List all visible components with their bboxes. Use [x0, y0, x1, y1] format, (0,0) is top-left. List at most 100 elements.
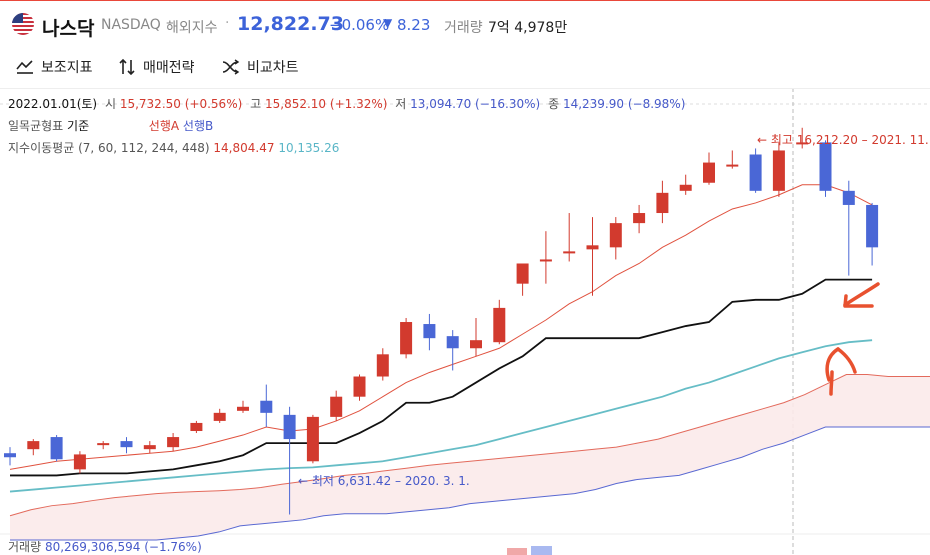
- candle-body: [446, 336, 459, 349]
- candles[interactable]: [4, 127, 879, 515]
- volume-bar: [507, 548, 527, 555]
- candle-body: [283, 414, 296, 440]
- user-annotations: [507, 282, 880, 555]
- candle-body: [237, 406, 249, 411]
- candle[interactable]: [749, 148, 762, 193]
- arrow-annotation-icon: [836, 347, 857, 374]
- compare-button[interactable]: 비교차트: [222, 57, 299, 77]
- candle[interactable]: [330, 390, 343, 421]
- header: 나스닥 NASDAQ 해외지수 · 12,822.73 −0.06% ▼ 8.2…: [0, 0, 930, 48]
- candle-body: [586, 245, 599, 250]
- candle[interactable]: [703, 152, 715, 185]
- candle[interactable]: [73, 451, 86, 474]
- candle-body: [470, 340, 482, 349]
- span-a-line: [9, 373, 930, 517]
- candle-body: [167, 437, 180, 448]
- ma-value-1: 14,804.47: [213, 141, 275, 155]
- close-value: 14,239.90: [562, 97, 625, 111]
- strategy-button[interactable]: 매매전략: [118, 57, 195, 77]
- candle[interactable]: [4, 447, 16, 466]
- ma-long-line: [9, 339, 873, 493]
- volume-legend: 거래량 80,269,306,594 (−1.76%): [8, 538, 202, 555]
- base-line: [10, 278, 873, 477]
- chart-toolbar: 보조지표 매매전략 비교차트: [0, 48, 930, 89]
- candle[interactable]: [563, 213, 576, 262]
- candle[interactable]: [143, 441, 156, 454]
- candle[interactable]: [609, 217, 622, 260]
- ichimoku-span-a-label: 선행A: [148, 119, 180, 133]
- low-label: 저: [395, 97, 407, 111]
- candle[interactable]: [470, 317, 482, 357]
- candle[interactable]: [27, 439, 40, 456]
- compare-label: 비교차트: [247, 60, 299, 76]
- candle[interactable]: [423, 313, 436, 351]
- candle[interactable]: [633, 204, 646, 234]
- index-code: NASDAQ: [101, 17, 161, 33]
- candle[interactable]: [120, 437, 133, 454]
- candle[interactable]: [213, 408, 226, 423]
- candle[interactable]: [306, 414, 319, 464]
- span-b-line: [10, 426, 930, 541]
- arrow-annotation-icon: [843, 294, 874, 308]
- ma-legend: 지수이동평균 (7, 60, 112, 244, 448) 14,804.47 …: [8, 139, 339, 156]
- candle-body: [866, 204, 879, 248]
- change-percent: −0.06%: [329, 16, 390, 34]
- ohlc-legend: 2022.01.01(토) 시 15,732.50 (+0.56%) 고 15,…: [8, 95, 685, 112]
- separator: ·: [225, 15, 230, 31]
- compare-icon: [222, 59, 240, 75]
- indicator-icon: [16, 60, 33, 74]
- close-label: 종: [548, 97, 560, 111]
- candle-body: [749, 154, 762, 191]
- candle-body: [703, 162, 715, 183]
- candle[interactable]: [237, 400, 249, 413]
- candle[interactable]: [539, 231, 552, 284]
- candle-body: [213, 412, 226, 421]
- candle-body: [50, 437, 63, 460]
- ichimoku-span-b-label: 선행B: [182, 119, 214, 133]
- candle[interactable]: [726, 150, 739, 169]
- ma-label: 지수이동평균: [8, 141, 75, 155]
- candle[interactable]: [97, 441, 110, 450]
- candle-body: [143, 445, 156, 450]
- arrow-annotation-icon: [843, 282, 880, 307]
- candle-body: [539, 259, 552, 262]
- candle[interactable]: [190, 420, 203, 434]
- candle[interactable]: [679, 174, 692, 195]
- candle-body: [260, 400, 273, 413]
- candle[interactable]: [796, 127, 809, 149]
- index-category: 해외지수: [166, 20, 218, 36]
- volume-bar: [531, 546, 552, 555]
- indicator-button[interactable]: 보조지표: [16, 57, 93, 77]
- candle-body: [516, 263, 529, 284]
- candle[interactable]: [353, 374, 366, 401]
- change-value: 8.23: [397, 16, 431, 34]
- candle-body: [679, 184, 692, 191]
- candle-body: [726, 164, 739, 167]
- candle[interactable]: [50, 435, 63, 462]
- candle[interactable]: [842, 180, 855, 276]
- candle[interactable]: [400, 317, 413, 359]
- candle[interactable]: [866, 202, 879, 266]
- candle[interactable]: [446, 330, 459, 371]
- candle[interactable]: [656, 180, 669, 224]
- ma-value-2: 10,135.26: [278, 141, 340, 155]
- candle-body: [27, 441, 40, 450]
- candle[interactable]: [493, 299, 506, 345]
- candle[interactable]: [260, 384, 273, 427]
- candle[interactable]: [586, 217, 599, 296]
- current-price: 12,822.73: [237, 13, 344, 35]
- candle-body: [423, 324, 436, 339]
- ichimoku-cloud: [10, 374, 930, 540]
- candle-body: [609, 223, 622, 248]
- candle[interactable]: [376, 348, 389, 381]
- close-pct: (−8.98%): [627, 97, 686, 111]
- candle[interactable]: [516, 263, 529, 296]
- down-arrow-icon: ▼: [383, 16, 393, 30]
- high-label: 고: [250, 97, 262, 111]
- candle[interactable]: [772, 142, 785, 197]
- candle-body: [330, 396, 343, 417]
- candle[interactable]: [167, 433, 180, 452]
- candle[interactable]: [283, 406, 296, 515]
- candle[interactable]: [819, 140, 832, 197]
